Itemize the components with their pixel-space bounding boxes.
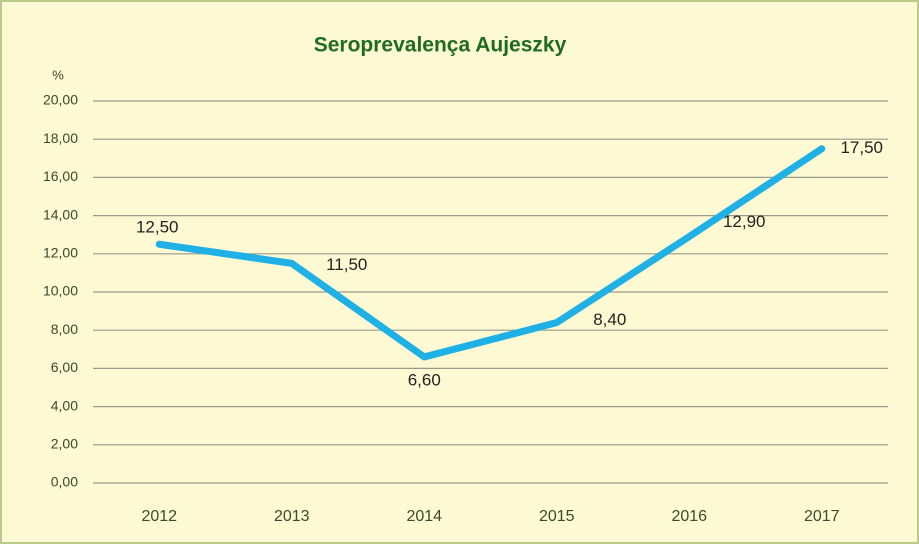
x-tick-label: 2012 [141, 508, 177, 525]
y-tick-label: 14,00 [43, 206, 78, 222]
y-tick-label: 2,00 [51, 436, 78, 452]
y-tick-label: 20,00 [43, 92, 78, 108]
data-label: 8,40 [593, 310, 626, 329]
y-tick-label: 16,00 [43, 168, 78, 184]
y-tick-label: 6,00 [51, 359, 78, 375]
y-tick-label: 12,00 [43, 245, 78, 261]
y-tick-label: 0,00 [51, 474, 78, 490]
y-axis-label: % [52, 67, 64, 82]
data-label: 12,90 [723, 212, 766, 231]
x-tick-label: 2014 [406, 508, 442, 525]
x-tick-label: 2016 [671, 508, 707, 525]
data-label: 17,50 [840, 138, 883, 157]
x-tick-label: 2017 [804, 508, 840, 525]
data-label: 12,50 [136, 218, 179, 237]
y-tick-label: 18,00 [43, 130, 78, 146]
data-label: 11,50 [326, 255, 367, 274]
x-tick-label: 2013 [274, 508, 310, 525]
y-tick-label: 10,00 [43, 283, 78, 299]
data-label: 6,60 [408, 370, 441, 389]
y-tick-label: 8,00 [51, 321, 78, 337]
chart-title: Seroprevalença Aujeszky [314, 34, 567, 57]
x-tick-label: 2015 [539, 508, 575, 525]
y-tick-label: 4,00 [51, 397, 78, 413]
data-line [155, 145, 826, 361]
